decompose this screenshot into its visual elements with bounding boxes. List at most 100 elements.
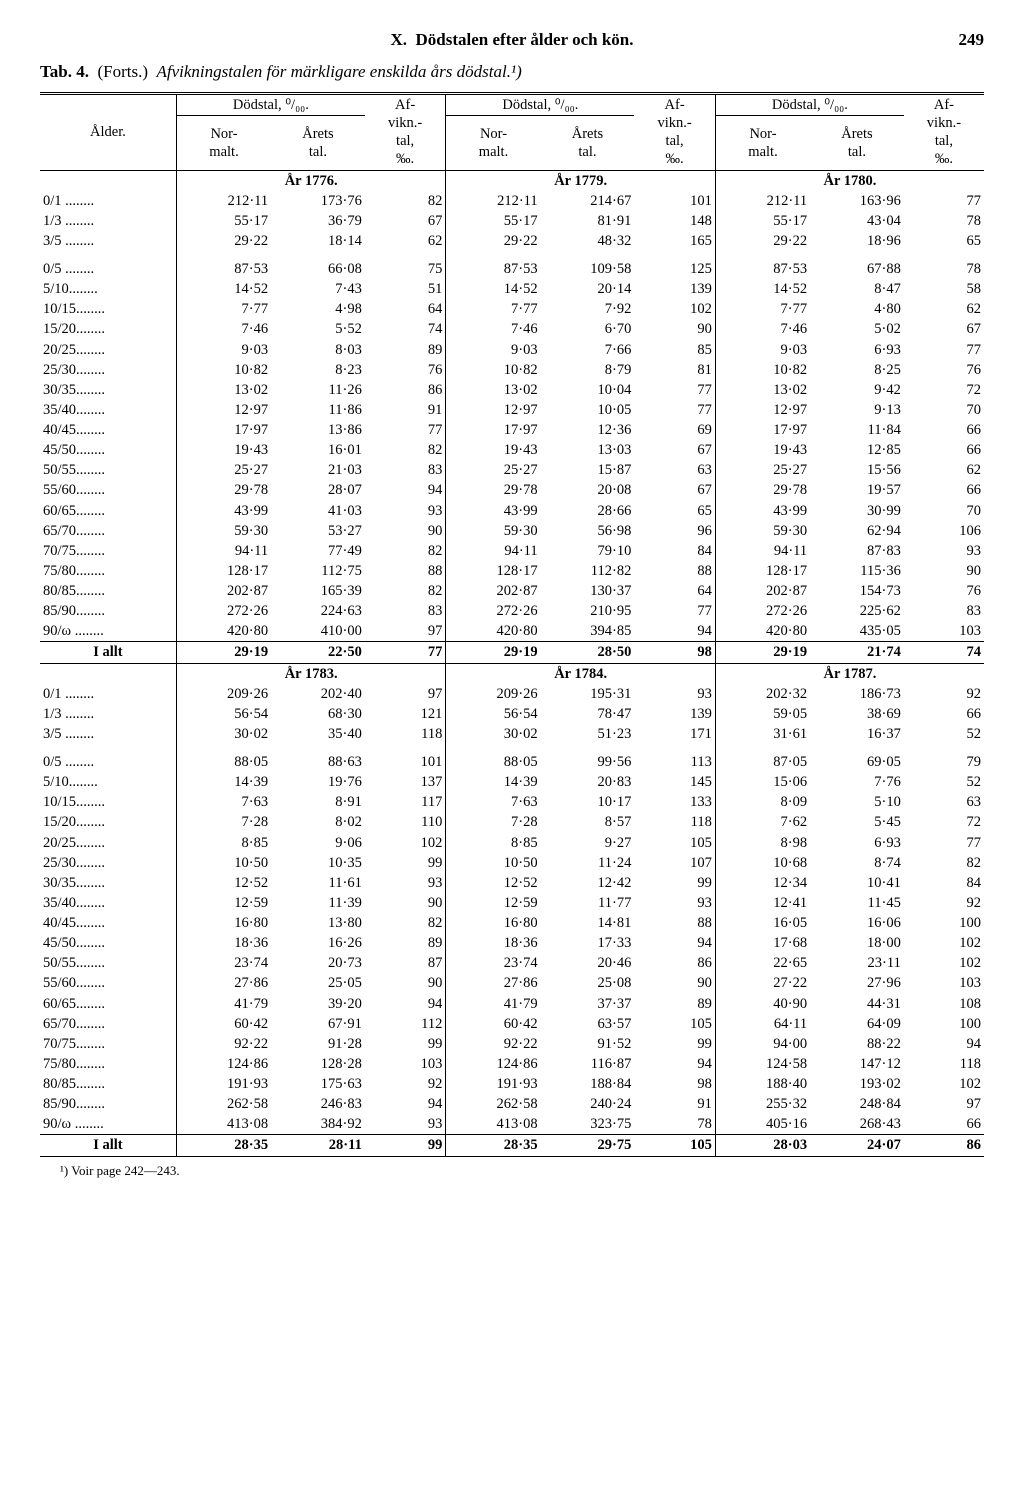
- total-label: I allt: [40, 1135, 176, 1156]
- value-cell: 13·02: [176, 380, 271, 400]
- age-label: 3/5 ........: [40, 724, 176, 744]
- col-afvikn-3: Af- vikn.- tal, ‰.: [904, 94, 984, 171]
- value-cell: 98: [634, 1074, 715, 1094]
- value-cell: 188·40: [715, 1074, 810, 1094]
- value-cell: 19·76: [271, 772, 365, 792]
- age-label: 3/5 ........: [40, 231, 176, 251]
- value-cell: 224·63: [271, 601, 365, 621]
- value-cell: 64·11: [715, 1014, 810, 1034]
- value-cell: 25·27: [715, 460, 810, 480]
- value-cell: 88: [365, 561, 446, 581]
- value-cell: 4·80: [810, 299, 904, 319]
- value-cell: 93: [365, 501, 446, 521]
- value-cell: 41·79: [446, 994, 541, 1014]
- value-cell: 77: [634, 400, 715, 420]
- value-cell: 212·11: [715, 191, 810, 211]
- age-label: 65/70........: [40, 1014, 176, 1034]
- value-cell: 107: [634, 853, 715, 873]
- value-cell: 19·43: [715, 440, 810, 460]
- value-cell: 97: [365, 684, 446, 704]
- total-cell: 29·19: [715, 642, 810, 663]
- value-cell: 38·69: [810, 704, 904, 724]
- value-cell: 15·56: [810, 460, 904, 480]
- total-cell: 24·07: [810, 1135, 904, 1156]
- value-cell: 212·11: [446, 191, 541, 211]
- value-cell: 133: [634, 792, 715, 812]
- value-cell: 124·58: [715, 1054, 810, 1074]
- value-cell: 87·83: [810, 541, 904, 561]
- age-label: 80/85........: [40, 581, 176, 601]
- value-cell: 246·83: [271, 1094, 365, 1114]
- col-afvikn-2: Af- vikn.- tal, ‰.: [634, 94, 715, 171]
- age-label: 40/45........: [40, 913, 176, 933]
- value-cell: 18·14: [271, 231, 365, 251]
- value-cell: 17·33: [541, 933, 635, 953]
- value-cell: 188·84: [541, 1074, 635, 1094]
- value-cell: 420·80: [446, 621, 541, 642]
- value-cell: 27·22: [715, 973, 810, 993]
- value-cell: 165·39: [271, 581, 365, 601]
- value-cell: 10·41: [810, 873, 904, 893]
- value-cell: 113: [634, 752, 715, 772]
- value-cell: 210·95: [541, 601, 635, 621]
- value-cell: 12·85: [810, 440, 904, 460]
- age-label: 20/25........: [40, 833, 176, 853]
- value-cell: 130·37: [541, 581, 635, 601]
- value-cell: 10·35: [271, 853, 365, 873]
- value-cell: 78: [904, 211, 984, 231]
- col-dodstal-3: Dödstal, ⁰/₀₀.: [715, 94, 903, 116]
- value-cell: 78·47: [541, 704, 635, 724]
- value-cell: 103: [904, 973, 984, 993]
- value-cell: 13·03: [541, 440, 635, 460]
- value-cell: 87·53: [446, 259, 541, 279]
- value-cell: 82: [365, 541, 446, 561]
- value-cell: 6·70: [541, 319, 635, 339]
- value-cell: 15·87: [541, 460, 635, 480]
- value-cell: 147·12: [810, 1054, 904, 1074]
- value-cell: 11·86: [271, 400, 365, 420]
- value-cell: 48·32: [541, 231, 635, 251]
- value-cell: 83: [365, 460, 446, 480]
- value-cell: 11·39: [271, 893, 365, 913]
- value-cell: 41·03: [271, 501, 365, 521]
- value-cell: 89: [634, 994, 715, 1014]
- value-cell: 52: [904, 772, 984, 792]
- age-label: 1/3 ........: [40, 704, 176, 724]
- year-header: År 1779.: [446, 170, 716, 191]
- value-cell: 66: [904, 440, 984, 460]
- value-cell: 8·03: [271, 340, 365, 360]
- value-cell: 7·43: [271, 279, 365, 299]
- page-header: X. Dödstalen efter ålder och kön. 249: [40, 30, 984, 50]
- age-label: 1/3 ........: [40, 211, 176, 231]
- age-label: 0/1 ........: [40, 191, 176, 211]
- value-cell: 88: [634, 561, 715, 581]
- value-cell: 6·93: [810, 833, 904, 853]
- value-cell: 76: [904, 581, 984, 601]
- value-cell: 62: [904, 460, 984, 480]
- value-cell: 5·52: [271, 319, 365, 339]
- value-cell: 56·54: [446, 704, 541, 724]
- value-cell: 93: [365, 1114, 446, 1135]
- value-cell: 99: [365, 1034, 446, 1054]
- value-cell: 88: [634, 913, 715, 933]
- age-label: 65/70........: [40, 521, 176, 541]
- value-cell: 5·45: [810, 812, 904, 832]
- value-cell: 212·11: [176, 191, 271, 211]
- value-cell: 115·36: [810, 561, 904, 581]
- value-cell: 31·61: [715, 724, 810, 744]
- value-cell: 62: [904, 299, 984, 319]
- value-cell: 18·00: [810, 933, 904, 953]
- value-cell: 102: [904, 953, 984, 973]
- value-cell: 11·77: [541, 893, 635, 913]
- value-cell: 77: [904, 340, 984, 360]
- value-cell: 39·20: [271, 994, 365, 1014]
- value-cell: 13·02: [715, 380, 810, 400]
- value-cell: 18·96: [810, 231, 904, 251]
- value-cell: 103: [365, 1054, 446, 1074]
- value-cell: 8·09: [715, 792, 810, 812]
- value-cell: 63·57: [541, 1014, 635, 1034]
- value-cell: 272·26: [176, 601, 271, 621]
- age-label: 55/60........: [40, 973, 176, 993]
- value-cell: 15·06: [715, 772, 810, 792]
- value-cell: 118: [365, 724, 446, 744]
